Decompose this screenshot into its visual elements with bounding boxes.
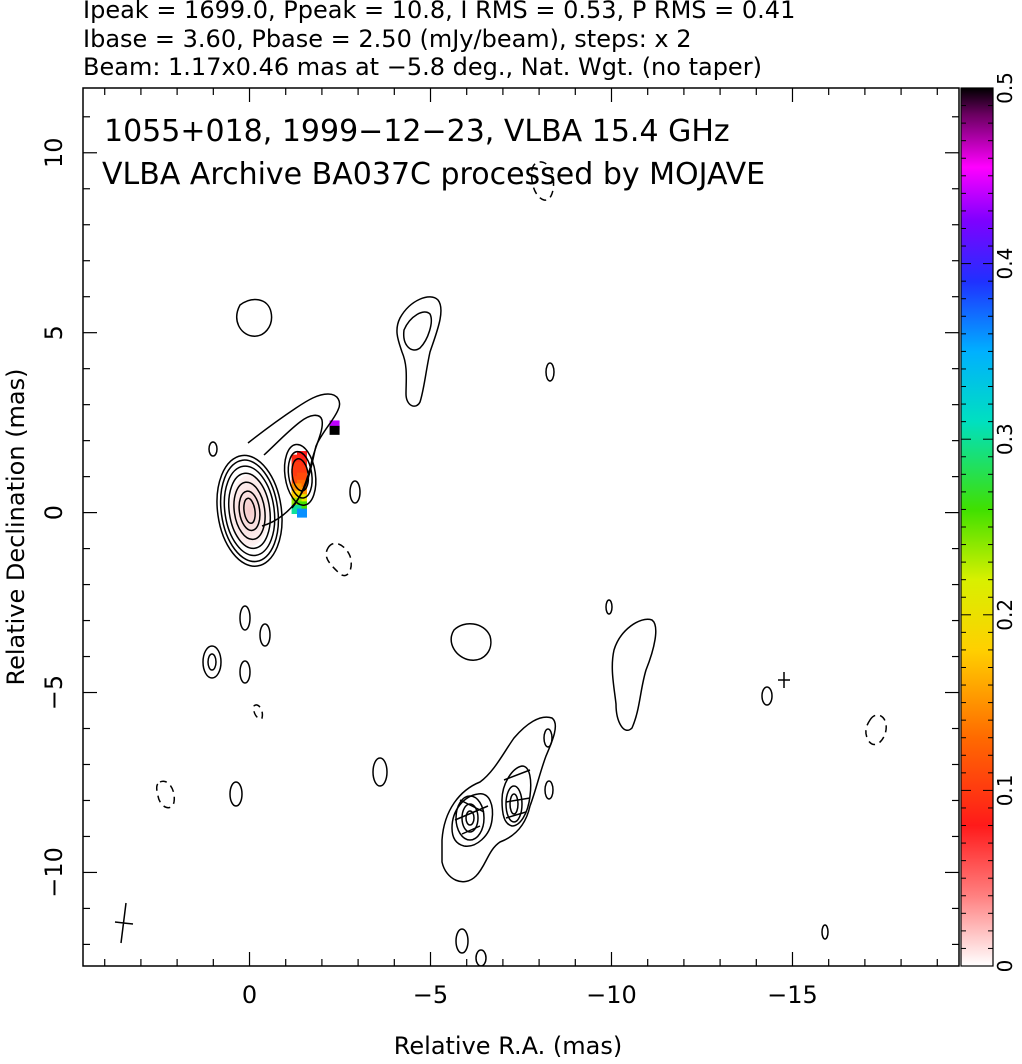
header-line-1: Ipeak = 1699.0, Ppeak = 10.8, I RMS = 0.… — [83, 0, 795, 24]
core-contour — [238, 490, 261, 532]
colorbar-tick-label: 0.1 — [993, 774, 1017, 806]
south-core-contour — [461, 803, 479, 833]
polarization-pixel — [297, 501, 307, 511]
small-contour — [544, 780, 554, 800]
plot-title-line-2: VLBA Archive BA037C processed by MOJAVE — [102, 157, 765, 192]
negative-contour — [252, 704, 264, 720]
colorbar-tick-labels: 0 0.1 0.2 0.3 0.4 0.5 — [993, 72, 1017, 972]
colorbar-tick-label: 0 — [993, 960, 1017, 973]
mid-contour — [450, 623, 492, 661]
south-knot-contour — [501, 765, 532, 827]
core-contour — [219, 459, 280, 563]
negative-contour — [865, 714, 887, 746]
small-contour — [545, 362, 555, 382]
x-tick-label: 0 — [242, 981, 257, 1009]
x-tick-label: −15 — [767, 981, 818, 1009]
colorbar — [960, 87, 994, 967]
small-contour — [455, 928, 469, 954]
core-contour — [233, 481, 266, 541]
colorbar-tick-label: 0.4 — [993, 248, 1017, 280]
y-tick-labels: −10 −5 0 5 10 — [40, 137, 68, 897]
header-line-2: Ibase = 3.60, Pbase = 2.50 (mJy/beam), s… — [83, 25, 692, 53]
beam-marker — [114, 902, 134, 944]
polarization-pixel — [291, 505, 302, 515]
x-axis-label: Relative R.A. (mas) — [394, 1032, 622, 1060]
x-tick-label: −5 — [413, 981, 448, 1009]
elongated-contour — [611, 618, 657, 731]
south-jet-outer-contour — [441, 716, 557, 883]
jet-envelope-contour-2 — [263, 414, 324, 509]
small-contour — [543, 728, 553, 748]
polarization-pixel — [297, 451, 307, 461]
header-line-3: Beam: 1.17x0.46 mas at −5.8 deg., Nat. W… — [83, 53, 762, 81]
south-knot-contour — [505, 785, 523, 823]
polarization-pixel — [291, 461, 302, 471]
y-tick-label: 0 — [40, 505, 68, 520]
small-contour — [761, 686, 773, 706]
colorbar-tick-label: 0.3 — [993, 423, 1017, 455]
negative-contour — [325, 542, 352, 577]
negative-contour-top — [530, 161, 555, 201]
polarization-vector — [454, 769, 531, 835]
small-contour — [229, 781, 243, 807]
core-contour — [223, 465, 276, 557]
core-contour — [216, 454, 283, 567]
polarization-pixel — [297, 508, 307, 518]
small-contour — [202, 645, 222, 679]
colorbar-tick-label: 0.5 — [993, 72, 1017, 104]
polarization-pixel — [297, 472, 307, 482]
small-contour — [259, 623, 271, 647]
blob-contour — [236, 298, 273, 337]
axis-ticks — [83, 88, 959, 966]
plot-title-line-1: 1055+018, 1999−12−23, VLBA 15.4 GHz — [104, 114, 730, 149]
core-intensity-tint — [229, 474, 270, 547]
colorbar-ticks — [961, 87, 993, 967]
plot-frame — [82, 87, 960, 967]
small-contour — [778, 672, 790, 688]
polarization-pixel — [329, 420, 340, 430]
small-contour — [207, 653, 217, 671]
y-tick-label: −5 — [40, 675, 68, 710]
south-jet-inner-contour — [451, 793, 494, 847]
y-tick-label: −10 — [40, 847, 68, 898]
polarization-pixel — [297, 479, 307, 489]
small-contour — [372, 757, 388, 787]
y-axis-label: Relative Declination (mas) — [2, 368, 30, 685]
small-contour — [239, 660, 251, 684]
polarization-pixel — [329, 425, 340, 435]
small-contour — [605, 599, 613, 615]
core-contour — [243, 497, 256, 525]
colorbar-tick-label: 0.2 — [993, 599, 1017, 631]
south-core-contour — [455, 795, 485, 841]
small-contour — [239, 605, 251, 631]
polarization-pixel — [297, 458, 307, 468]
contour-features — [155, 161, 887, 966]
knot-contour — [283, 443, 317, 506]
knot-contour — [287, 450, 313, 499]
south-core-contour — [465, 810, 475, 826]
polarization-layer — [291, 420, 340, 518]
core-contour — [228, 472, 272, 550]
x-tick-label: −10 — [586, 981, 637, 1009]
upper-jet-contour — [396, 296, 442, 407]
upper-jet-inner-contour — [403, 311, 432, 351]
y-tick-label: 10 — [40, 137, 68, 168]
y-tick-label: 5 — [40, 325, 68, 340]
small-contour — [475, 949, 487, 966]
polarization-pixel — [297, 465, 307, 475]
small-contour — [208, 441, 218, 457]
polarization-pixel — [291, 469, 302, 479]
polarization-pixel — [291, 476, 302, 486]
small-contour — [349, 480, 361, 504]
south-knot-contour — [509, 793, 519, 815]
negative-contour — [155, 780, 176, 809]
small-contour — [821, 924, 829, 940]
x-tick-labels: 0 −5 −10 −15 — [242, 981, 818, 1009]
core-contour-group — [216, 443, 317, 567]
